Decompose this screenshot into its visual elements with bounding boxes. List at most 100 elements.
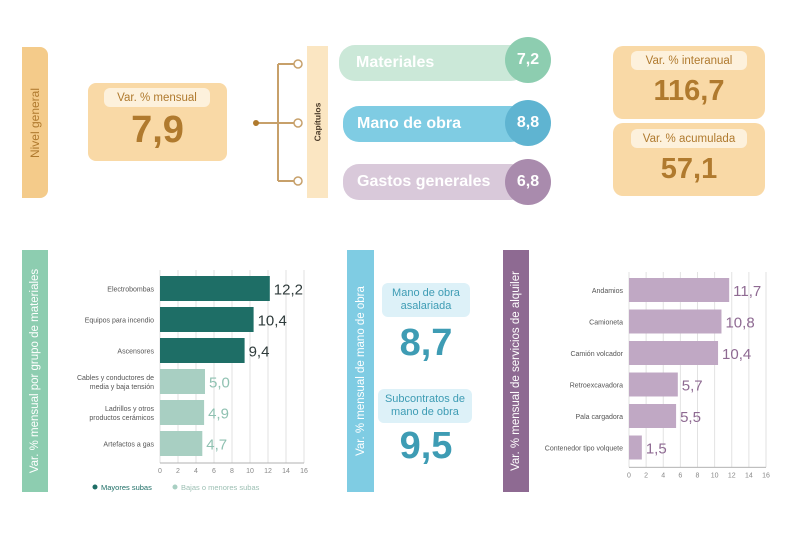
chapter-materiales-value: 7,2 <box>505 37 551 83</box>
chapter-materiales-value-text: 7,2 <box>516 51 540 68</box>
nivel-general-label: Nivel general <box>28 87 43 158</box>
bar <box>629 278 730 302</box>
chapter-mano-value: 8,8 <box>505 100 551 146</box>
interanual-card: Var. % interanual 116,7 <box>613 46 765 119</box>
bar <box>160 431 203 456</box>
mano-side-tab: Var. % mensual de mano de obra <box>347 250 374 492</box>
value-label: 12,2 <box>274 282 303 299</box>
x-tick-label: 10 <box>246 468 254 475</box>
mensual-card: Var. % mensual 7,9 <box>88 83 227 161</box>
category-label: media y baja tensión <box>90 384 154 391</box>
materials-bar-chart: 0 2 4 6 8 10 12 14 16 Electrobombas 12,2 Equipos pa… <box>77 270 308 492</box>
alquiler-side-label: Var. % mensual de servicios de alquiler <box>510 271 523 471</box>
bar <box>160 369 205 394</box>
subcontratos-value: 9,5 <box>399 425 453 467</box>
category-label: Pala cargadora <box>576 414 624 421</box>
category-label: Ladrillos y otros <box>105 406 155 413</box>
value-label: 1,5 <box>646 441 667 458</box>
category-label: Electrobombas <box>107 287 154 294</box>
asalariada-label: Mano de obra asalariada <box>392 287 460 312</box>
value-label: 11,7 <box>733 283 761 300</box>
chapter-mano-value-text: 8,8 <box>516 114 540 131</box>
bar <box>160 307 254 332</box>
mensual-value: 7,9 <box>131 109 184 151</box>
value-label: 10,4 <box>258 313 287 330</box>
category-label: Ascensores <box>117 349 154 356</box>
chapter-gastos-generales: Gastos generales <box>343 164 527 200</box>
bar <box>160 276 270 301</box>
x-tick-label: 14 <box>282 468 290 475</box>
value-label: 5,0 <box>209 375 230 392</box>
chapter-mano-de-obra: Mano de obra <box>343 106 527 142</box>
chapter-materiales-label: Materiales <box>356 54 435 71</box>
bar <box>629 435 642 460</box>
category-label: Artefactos a gas <box>103 442 154 449</box>
chapter-materiales: Materiales <box>339 45 527 81</box>
x-tick-label: 6 <box>212 468 216 475</box>
capitulos-tab: Capítulos <box>307 46 328 198</box>
category-label: productos cerámicos <box>89 415 154 422</box>
bar <box>160 400 205 425</box>
x-tick-label: 8 <box>696 472 700 479</box>
x-tick-label: 6 <box>678 472 682 479</box>
bar <box>160 338 245 363</box>
category-label: Camioneta <box>589 320 623 327</box>
alquiler-bar-chart: 0 2 4 6 8 10 12 14 16 Andamios 11,7 Camioneta 10,8 Ca… <box>545 272 770 479</box>
x-tick-label: 2 <box>176 468 180 475</box>
interanual-label-box: Var. % interanual <box>631 51 747 70</box>
x-tick-label: 4 <box>661 472 665 479</box>
legend-mayores-marker <box>92 484 98 490</box>
bar <box>629 372 678 397</box>
value-label: 5,7 <box>682 378 703 395</box>
category-label: Contenedor tipo volquete <box>545 446 623 453</box>
chapters-connector <box>253 59 303 186</box>
bar <box>629 309 722 334</box>
legend-bajas-label: Bajas o menores subas <box>181 483 260 492</box>
legend-mayores-label: Mayores subas <box>101 483 152 492</box>
category-label: Equipos para incendio <box>85 318 154 325</box>
subcontratos-label-box: Subcontratos de mano de obra <box>378 389 472 423</box>
x-tick-label: 12 <box>264 468 272 475</box>
category-label: Andamios <box>592 288 624 295</box>
category-label: Cables y conductores de <box>77 375 154 382</box>
chapter-gastos-value: 6,8 <box>505 159 551 205</box>
acumulada-value: 57,1 <box>660 153 718 185</box>
value-label: 9,4 <box>249 344 270 361</box>
x-tick-label: 10 <box>711 472 719 479</box>
value-label: 10,8 <box>725 315 754 332</box>
nivel-general-tab: Nivel general <box>22 47 48 198</box>
subcontratos-label: Subcontratos de mano de obra <box>384 393 466 418</box>
capitulos-label: Capítulos <box>312 102 323 142</box>
x-tick-label: 0 <box>627 472 631 479</box>
asalariada-value: 8,7 <box>399 322 453 364</box>
bar <box>629 404 677 428</box>
alquiler-side-tab: Var. % mensual de servicios de alquiler <box>503 250 529 492</box>
x-tick-label: 16 <box>300 468 308 475</box>
x-tick-label: 12 <box>728 472 736 479</box>
category-label: Retroexcavadora <box>570 383 623 390</box>
legend-bajas-marker <box>172 484 178 490</box>
x-tick-label: 4 <box>194 468 198 475</box>
interanual-value: 116,7 <box>653 75 725 107</box>
materials-side-tab: Var. % mensual por grupo de materiales <box>22 250 48 492</box>
acumulada-label-box: Var. % acumulada <box>631 129 747 148</box>
value-label: 10,4 <box>722 346 751 363</box>
x-tick-label: 8 <box>230 468 234 475</box>
interanual-label: Var. % interanual <box>645 54 733 67</box>
mensual-label: Var. % mensual <box>117 91 197 104</box>
materials-side-label: Var. % mensual por grupo de materiales <box>29 268 41 474</box>
acumulada-label: Var. % acumulada <box>642 132 736 145</box>
mensual-label-box: Var. % mensual <box>104 88 210 107</box>
acumulada-card: Var. % acumulada 57,1 <box>613 123 765 196</box>
chapter-mano-label: Mano de obra <box>357 115 462 132</box>
x-tick-label: 0 <box>158 468 162 475</box>
bar <box>629 341 719 365</box>
x-tick-label: 16 <box>762 472 770 479</box>
chapter-gastos-value-text: 6,8 <box>516 173 540 190</box>
mano-side-label: Var. % mensual de mano de obra <box>354 286 367 456</box>
value-label: 4,9 <box>208 406 229 423</box>
category-label: Camión volcador <box>570 351 623 358</box>
asalariada-label-box: Mano de obra asalariada <box>382 283 470 317</box>
chapter-gastos-label: Gastos generales <box>357 173 491 190</box>
x-tick-label: 2 <box>644 472 648 479</box>
